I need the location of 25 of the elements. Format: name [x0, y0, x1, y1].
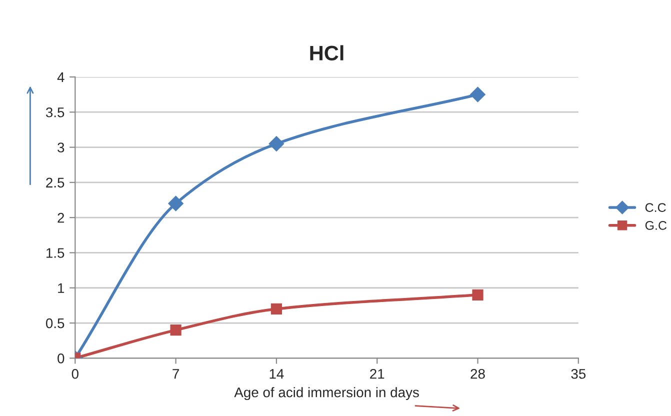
point — [170, 324, 182, 336]
point — [470, 86, 486, 102]
x-tick-label: 35 — [571, 368, 586, 379]
point — [472, 289, 484, 300]
y-tick-label: 2.5 — [46, 178, 64, 188]
point — [270, 303, 282, 315]
x-tick-label: 7 — [172, 369, 179, 379]
y-tick-label: 3.5 — [46, 107, 64, 118]
y-tick-label: 4 — [57, 72, 64, 82]
legend-label: C.C — [645, 203, 666, 212]
x-axis-title: Age of acid immersion in days — [234, 387, 419, 400]
y-tick-label: 1.5 — [46, 248, 64, 258]
x-tick-label: 14 — [270, 369, 284, 379]
point — [168, 196, 184, 212]
y-tick-label: 3 — [58, 142, 64, 152]
x-tick-label: 21 — [370, 368, 384, 379]
point — [268, 136, 284, 152]
y-tick-label: 2 — [58, 212, 64, 223]
legend-label: G.C — [645, 221, 667, 230]
y-tick-label: 1 — [58, 283, 64, 293]
chart-title: HCl — [310, 45, 344, 60]
x-tick-label: 0 — [72, 368, 78, 379]
x-tick-label: 28 — [470, 368, 485, 379]
y-tick-label: 0.5 — [46, 318, 64, 328]
y-tick-label: 0 — [58, 354, 64, 364]
